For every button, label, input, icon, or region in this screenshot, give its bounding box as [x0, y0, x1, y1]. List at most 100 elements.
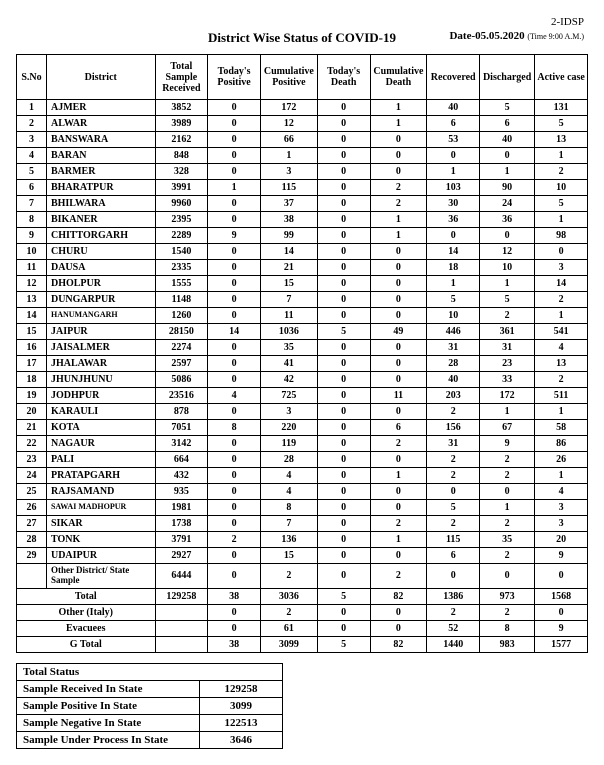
cell-district: SAWAI MADHOPUR [46, 500, 155, 516]
cell-value: 0 [317, 452, 370, 468]
cell-district: PRATAPGARH [46, 468, 155, 484]
cell-sno: 19 [17, 388, 47, 404]
status-row: Sample Under Process In State3646 [17, 731, 283, 748]
cell-value: 61 [260, 620, 317, 636]
cell-value: 38 [208, 636, 261, 652]
cell-district: UDAIPUR [46, 548, 155, 564]
cell-value: 0 [317, 436, 370, 452]
cell-value: 7 [260, 516, 317, 532]
cell-value: 2 [480, 452, 535, 468]
cell-value: 2 [535, 164, 588, 180]
status-value: 129258 [200, 680, 283, 697]
cell-value: 35 [480, 532, 535, 548]
cell-sno: 25 [17, 484, 47, 500]
cell-value: 0 [208, 452, 261, 468]
cell-value: 1 [535, 212, 588, 228]
table-header-row: S.No District Total Sample Received Toda… [17, 55, 588, 100]
cell-sno: 11 [17, 260, 47, 276]
cell-value: 0 [208, 212, 261, 228]
cell-value: 2289 [155, 228, 208, 244]
cell-value: 4 [535, 484, 588, 500]
cell-value: 1260 [155, 308, 208, 324]
cell-value: 5 [317, 324, 370, 340]
cell-value: 0 [208, 132, 261, 148]
cell-value: 1 [427, 164, 480, 180]
cell-value: 66 [260, 132, 317, 148]
grand-total-row: G Total38309958214409831577 [17, 636, 588, 652]
cell-value: 0 [208, 548, 261, 564]
cell-value: 37 [260, 196, 317, 212]
cell-value: 5 [480, 100, 535, 116]
table-row: 13DUNGARPUR11480700552 [17, 292, 588, 308]
other-italy-row: Other (Italy)0200220 [17, 604, 588, 620]
cell-value: 20 [535, 532, 588, 548]
cell-sno: 23 [17, 452, 47, 468]
status-value: 122513 [200, 714, 283, 731]
cell-value: 23 [480, 356, 535, 372]
cell-value: 2 [370, 564, 427, 589]
cell-value: 0 [208, 276, 261, 292]
table-row: 16JAISALMER22740350031314 [17, 340, 588, 356]
cell-value: 6444 [155, 564, 208, 589]
cell-value: 2 [208, 532, 261, 548]
table-row: 10CHURU15400140014120 [17, 244, 588, 260]
cell-district: SIKAR [46, 516, 155, 532]
cell-sno: 13 [17, 292, 47, 308]
status-value: 3646 [200, 731, 283, 748]
cell-value: 664 [155, 452, 208, 468]
cell-district: AJMER [46, 100, 155, 116]
cell-value: 0 [208, 620, 261, 636]
cell-value: 0 [208, 308, 261, 324]
cell-value: 0 [317, 620, 370, 636]
cell-value: 0 [317, 100, 370, 116]
cell-value: 1 [480, 500, 535, 516]
cell-value: 0 [208, 404, 261, 420]
cell-value: 99 [260, 228, 317, 244]
cell-value: 31 [427, 340, 480, 356]
cell-value: 0 [208, 516, 261, 532]
cell-value: 0 [317, 356, 370, 372]
cell-district: JHUNJHUNU [46, 372, 155, 388]
status-row: Sample Received In State129258 [17, 680, 283, 697]
cell-value: 3036 [260, 588, 317, 604]
cell-value: 12 [480, 244, 535, 260]
cell-value: 2162 [155, 132, 208, 148]
cell-value: 8 [260, 500, 317, 516]
cell-value: 1 [370, 228, 427, 244]
cell-value: 3099 [260, 636, 317, 652]
cell-value: 67 [480, 420, 535, 436]
cell-value: 1 [535, 404, 588, 420]
cell-value: 36 [480, 212, 535, 228]
cell-value: 0 [370, 340, 427, 356]
cell-value: 0 [208, 356, 261, 372]
cell-value: 2 [370, 180, 427, 196]
cell-value: 0 [208, 564, 261, 589]
cell-sno: 24 [17, 468, 47, 484]
cell-value: 1 [535, 308, 588, 324]
cell-value: 1540 [155, 244, 208, 260]
cell-value: 3142 [155, 436, 208, 452]
summary-label: Total [17, 588, 156, 604]
cell-value: 1 [260, 148, 317, 164]
cell-value: 0 [480, 484, 535, 500]
cell-value: 58 [535, 420, 588, 436]
cell-value: 0 [480, 564, 535, 589]
cell-value: 3 [260, 404, 317, 420]
status-header-row: Total Status [17, 663, 283, 680]
cell-value: 2 [260, 604, 317, 620]
cell-value: 2 [370, 436, 427, 452]
cell-value: 2 [535, 372, 588, 388]
cell-value: 935 [155, 484, 208, 500]
cell-value: 35 [260, 340, 317, 356]
cell-value: 1 [370, 116, 427, 132]
cell-value: 15 [260, 548, 317, 564]
status-row: Sample Negative In State122513 [17, 714, 283, 731]
cell-value: 6 [427, 116, 480, 132]
cell-value: 90 [480, 180, 535, 196]
cell-value: 82 [370, 636, 427, 652]
cell-value: 0 [208, 604, 261, 620]
col-today-death: Today's Death [317, 55, 370, 100]
cell-sno: 6 [17, 180, 47, 196]
cell-value: 21 [260, 260, 317, 276]
cell-district: DAUSA [46, 260, 155, 276]
